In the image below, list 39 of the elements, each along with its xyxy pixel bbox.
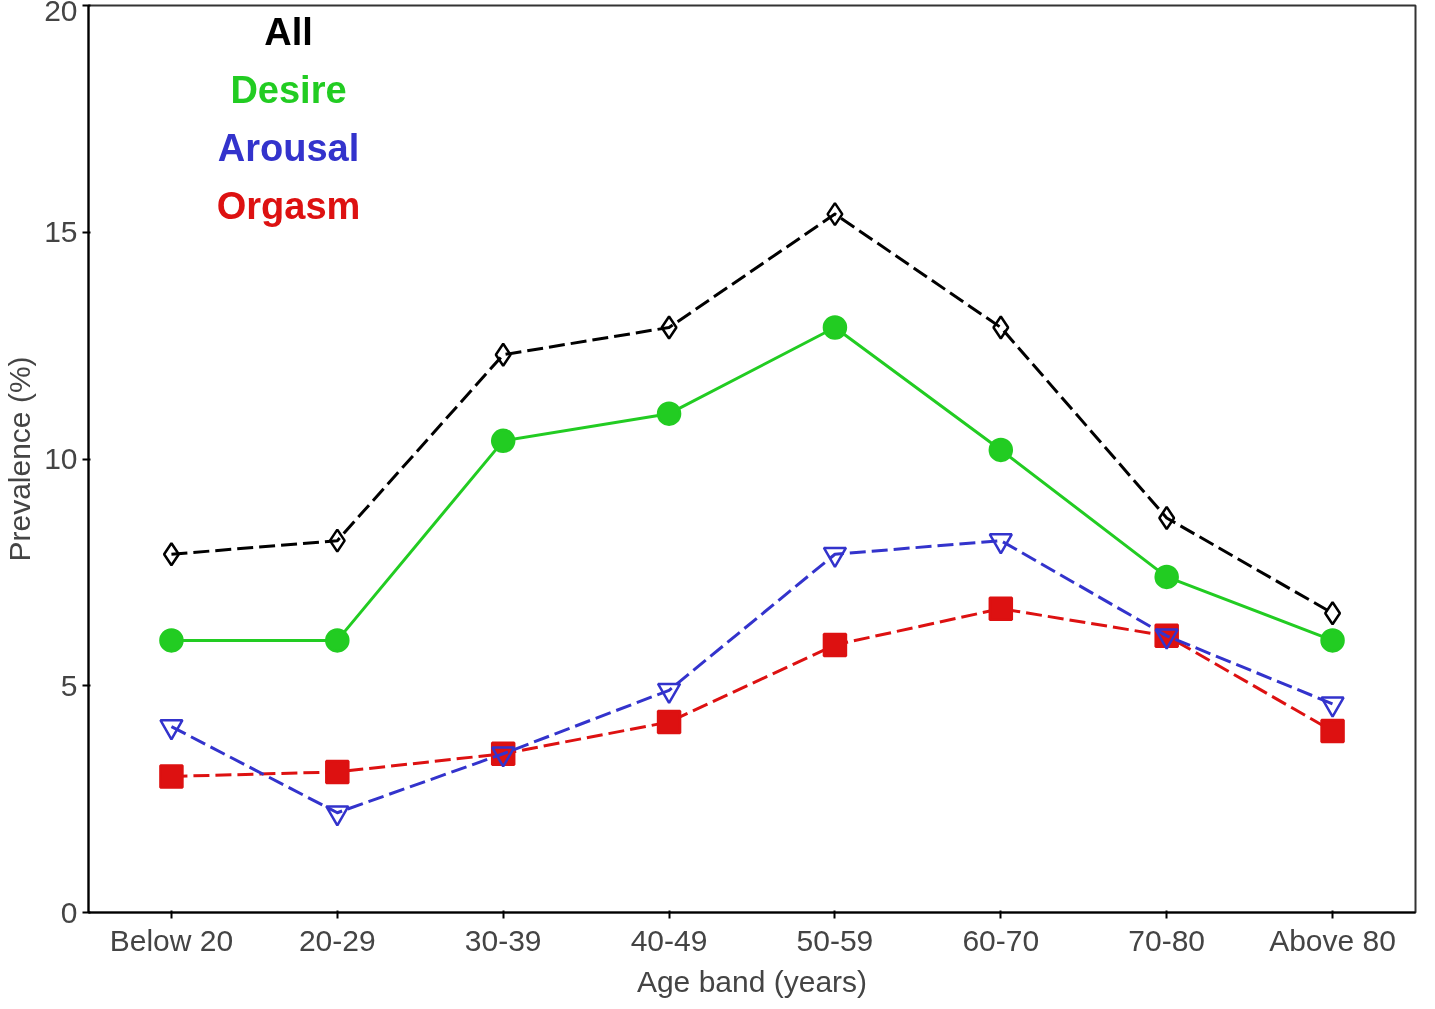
y-tick-label: 10	[44, 442, 78, 475]
point	[822, 315, 848, 340]
x-tick-label: 60-70	[962, 923, 1040, 957]
text: Arousal	[217, 126, 360, 169]
point	[822, 632, 848, 658]
y-tick-label: 5	[60, 668, 78, 702]
text: Orgasm	[216, 184, 361, 227]
point	[1154, 564, 1179, 590]
y-tick-label: 0	[60, 895, 78, 929]
point	[159, 628, 184, 653]
point	[162, 541, 181, 567]
x-tick-label: 40-49	[630, 923, 708, 957]
y-tick-label: 20	[44, 0, 78, 27]
point	[992, 315, 1010, 340]
x-axis-title: Age band (years)	[636, 964, 868, 998]
point	[660, 315, 678, 340]
point	[490, 428, 516, 454]
point	[159, 764, 184, 789]
point	[1320, 628, 1345, 653]
x-tick-label: 70-80	[1128, 923, 1206, 957]
y-axis-title: Prevalence (%)	[3, 356, 37, 562]
x-tick-label: 30-39	[464, 923, 542, 957]
point	[1323, 600, 1342, 626]
x-tick-label: Below 20	[109, 923, 234, 957]
point	[325, 628, 350, 653]
text: All	[264, 10, 313, 53]
point	[988, 596, 1014, 621]
x-tick-label: 50-59	[796, 923, 874, 957]
x-tick-label: Above 80	[1269, 923, 1396, 957]
point	[1320, 718, 1345, 744]
point	[325, 759, 350, 785]
point	[656, 709, 682, 735]
x-tick-label: 20-29	[298, 923, 376, 957]
point	[656, 401, 682, 426]
text: Desire	[230, 68, 347, 111]
point	[494, 342, 512, 367]
point	[988, 437, 1014, 463]
point	[328, 528, 346, 553]
y-tick-label: 15	[44, 215, 78, 249]
